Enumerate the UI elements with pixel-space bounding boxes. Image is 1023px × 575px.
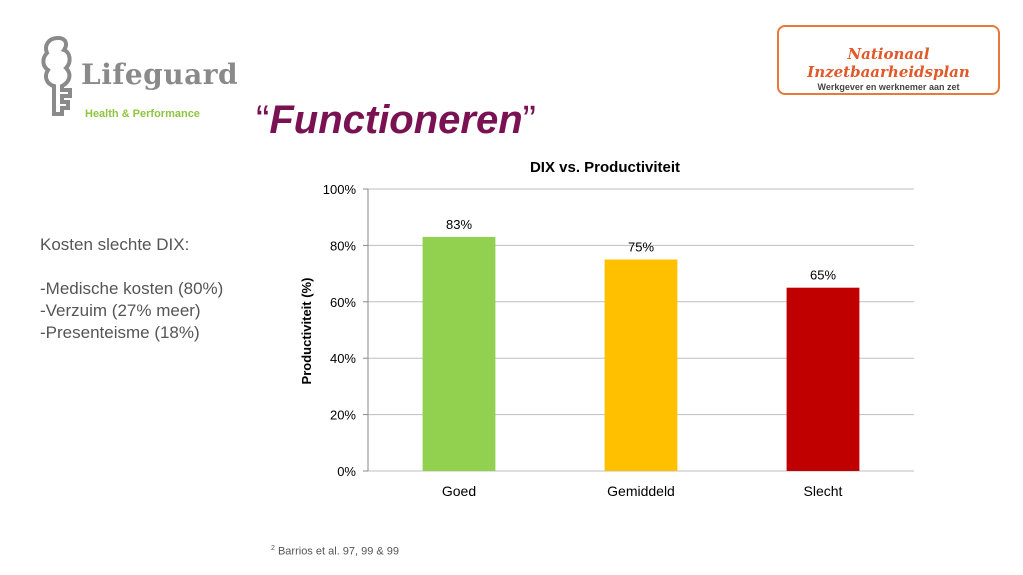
nip-title: Nationaal Inzetbaarheidsplan	[807, 45, 970, 81]
y-axis-label: Productiviteit (%)	[299, 278, 314, 385]
lifeguard-tagline: Health & Performance	[85, 108, 200, 120]
title-text: Functioneren	[269, 98, 523, 142]
cost-spacer	[40, 256, 223, 278]
lifeguard-key-icon	[41, 35, 72, 116]
bar-chart: DIX vs. Productiviteit Productiviteit (%…	[299, 159, 914, 499]
y-tick-label: 60%	[330, 295, 356, 310]
data-label: 83%	[446, 217, 472, 232]
nip-logo: Nationaal Inzetbaarheidsplan Werkgever e…	[777, 25, 1000, 95]
bar-gemiddeld	[604, 259, 678, 471]
data-label: 75%	[628, 240, 654, 255]
x-tick-label: Slecht	[804, 483, 843, 499]
data-label: 65%	[810, 268, 836, 283]
page-title: “Functioneren”	[256, 98, 536, 143]
y-tick-label: 20%	[330, 408, 356, 423]
x-tick-label: Goed	[442, 483, 476, 499]
cost-item-presenteeism: -Presenteisme (18%)	[40, 323, 200, 342]
title-open-quote: “	[256, 98, 270, 142]
lifeguard-logo: Lifeguard Health & Performance	[38, 34, 238, 124]
y-tick-label: 100%	[323, 182, 357, 197]
bar-slecht	[786, 287, 860, 471]
footnote-text: Barrios et al. 97, 99 & 99	[277, 545, 400, 558]
y-tick-label: 0%	[337, 464, 356, 479]
cost-item-absence: -Verzuim (27% meer)	[40, 301, 201, 320]
footnote-marker: 2	[271, 545, 275, 552]
footnote: 2 Barrios et al. 97, 99 & 99	[271, 545, 399, 558]
x-tick-label: Gemiddeld	[607, 483, 675, 499]
cost-list: Kosten slechte DIX: -Medische kosten (80…	[40, 234, 223, 344]
cost-item-medical: -Medische kosten (80%)	[40, 279, 224, 298]
bar-goed	[422, 236, 496, 471]
lifeguard-name: Lifeguard	[81, 58, 239, 91]
y-tick-label: 80%	[330, 238, 356, 253]
chart-title: DIX vs. Productiviteit	[530, 159, 680, 176]
y-tick-label: 40%	[330, 351, 356, 366]
nip-subtitle: Werkgever en werknemer aan zet	[817, 82, 960, 92]
cost-heading: Kosten slechte DIX:	[40, 235, 190, 254]
title-close-quote: ”	[522, 98, 536, 142]
